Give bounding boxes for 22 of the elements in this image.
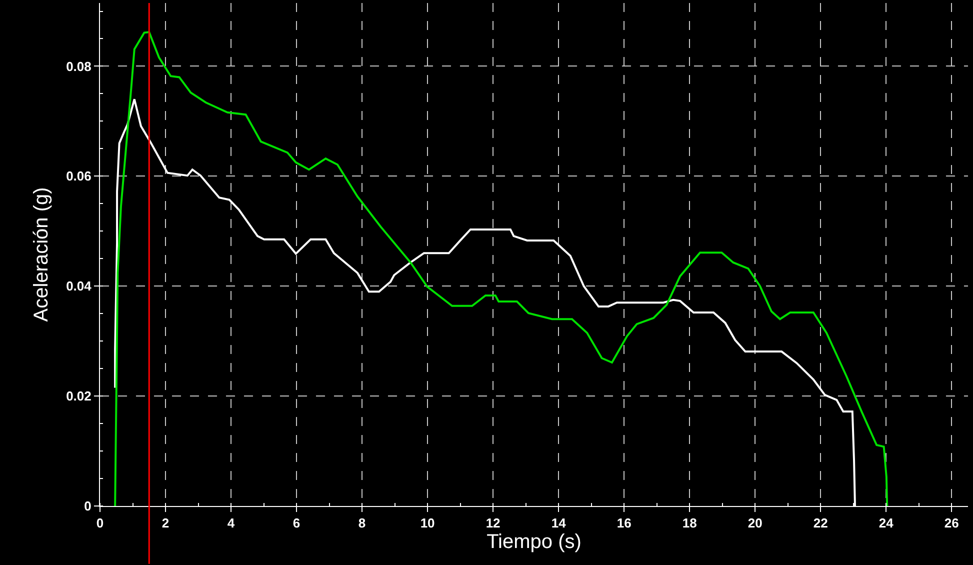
x-tick-label: 2 (162, 516, 170, 531)
y-tick-label: 0.04 (66, 278, 92, 294)
x-tick-label: 14 (551, 516, 567, 531)
x-tick-label: 24 (878, 516, 894, 531)
x-tick-label: 26 (944, 516, 959, 531)
x-tick-label: 16 (616, 516, 632, 531)
y-tick-label: 0.08 (66, 58, 92, 74)
x-axis-title: Tiempo (s) (486, 531, 582, 554)
line-series (114, 31, 888, 506)
x-tick-label: 6 (292, 516, 300, 531)
y-tick-label: 0.02 (66, 388, 92, 404)
x-tick-label: 8 (358, 516, 366, 531)
x-tick-label: 20 (748, 516, 762, 531)
x-tick-label: 18 (682, 516, 697, 531)
y-axis-title: Aceleración (g) (30, 187, 53, 322)
x-tick-label: 0 (96, 516, 104, 531)
y-tick-label: 0.06 (66, 168, 92, 184)
x-tick-label: 12 (486, 516, 500, 531)
x-tick-label: 10 (420, 516, 435, 531)
x-tick-label: 22 (813, 516, 828, 531)
y-tick-label: 0 (84, 498, 92, 514)
x-tick-label: 4 (227, 516, 236, 531)
